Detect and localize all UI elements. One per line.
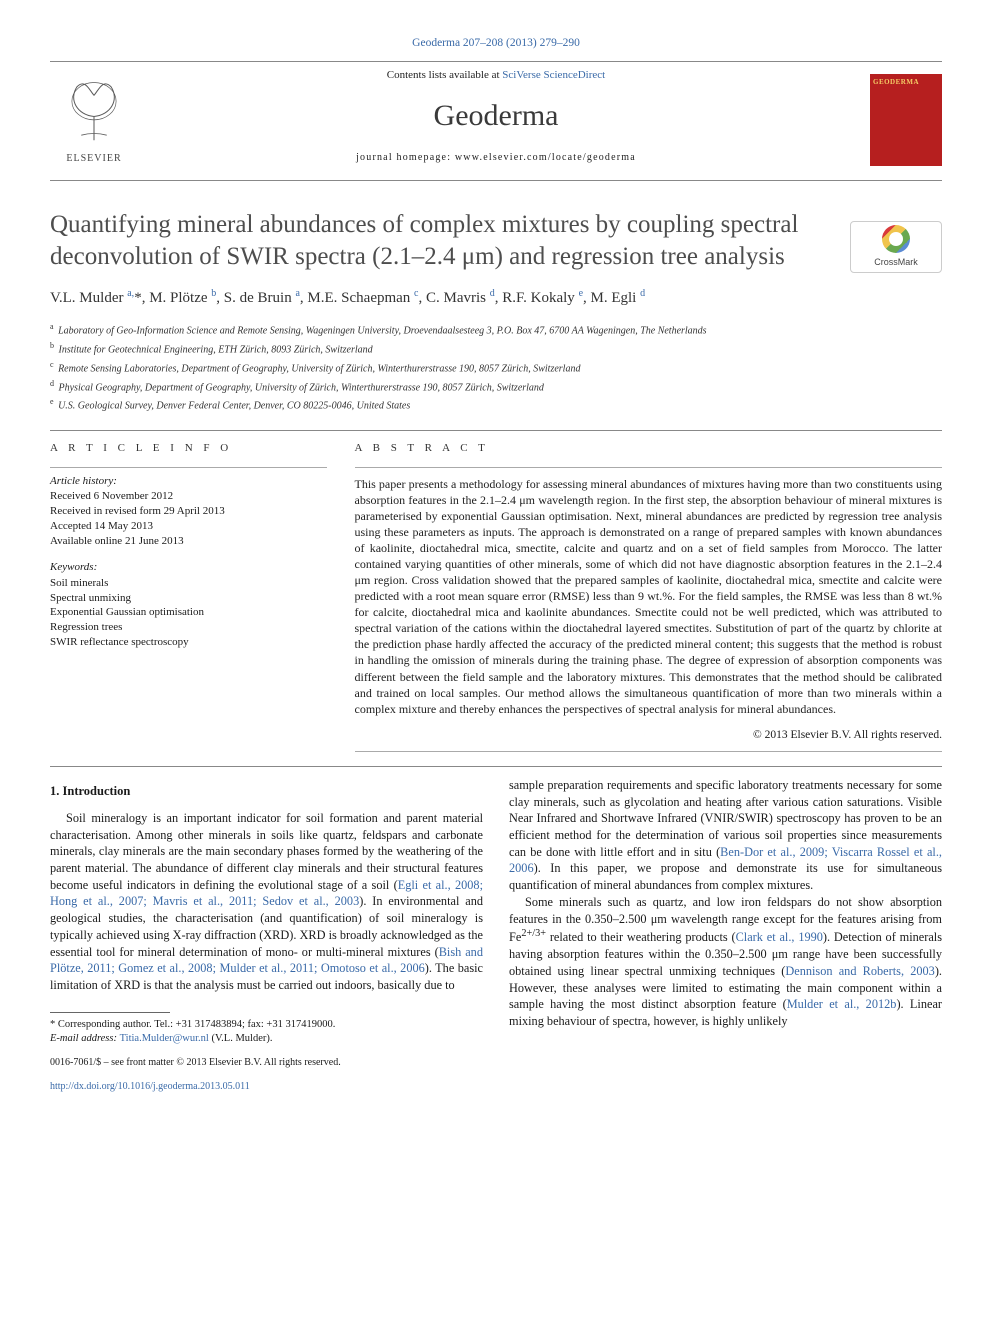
homepage-url[interactable]: www.elsevier.com/locate/geoderma — [455, 152, 636, 163]
homepage-prefix: journal homepage: — [356, 152, 455, 163]
cover-label: GEODERMA — [870, 74, 942, 88]
affiliation: e U.S. Geological Survey, Denver Federal… — [50, 396, 942, 414]
history-item: Received in revised form 29 April 2013 — [50, 504, 327, 519]
keyword: Regression trees — [50, 620, 327, 635]
affiliation: c Remote Sensing Laboratories, Departmen… — [50, 359, 942, 377]
divider — [355, 467, 942, 468]
paragraph: sample preparation requirements and spec… — [509, 777, 942, 894]
column-right: sample preparation requirements and spec… — [509, 777, 942, 1093]
email-line: E-mail address: Titia.Mulder@wur.nl (V.L… — [50, 1032, 483, 1046]
masthead: ELSEVIER Contents lists available at Sci… — [50, 61, 942, 181]
history-item: Accepted 14 May 2013 — [50, 519, 327, 534]
sciencedirect-link[interactable]: SciVerse ScienceDirect — [502, 69, 605, 81]
journal-reference: Geoderma 207–208 (2013) 279–290 — [50, 35, 942, 51]
superscript: 2+/3+ — [521, 928, 546, 939]
contents-prefix: Contents lists available at — [387, 69, 502, 81]
journal-cover-thumb: GEODERMA — [870, 74, 942, 166]
article-info-block: A R T I C L E I N F O Article history: R… — [50, 441, 327, 752]
section-heading: 1. Introduction — [50, 783, 483, 800]
masthead-center: Contents lists available at SciVerse Sci… — [356, 68, 636, 165]
paragraph: Some minerals such as quartz, and low ir… — [509, 894, 942, 1030]
email-label: E-mail address: — [50, 1033, 120, 1044]
keywords-list: Soil mineralsSpectral unmixingExponentia… — [50, 576, 327, 650]
history-list: Received 6 November 2012Received in revi… — [50, 489, 327, 548]
author-list: V.L. Mulder a,*, M. Plötze b, S. de Brui… — [50, 287, 942, 309]
affiliation: d Physical Geography, Department of Geog… — [50, 378, 942, 396]
doi-link[interactable]: http://dx.doi.org/10.1016/j.geoderma.201… — [50, 1080, 483, 1094]
publisher-logo: ELSEVIER — [50, 74, 138, 166]
text: ). In this paper, we propose and demonst… — [509, 861, 942, 892]
keyword: Spectral unmixing — [50, 591, 327, 606]
abstract-text: This paper presents a methodology for as… — [355, 476, 942, 717]
contents-available: Contents lists available at SciVerse Sci… — [356, 68, 636, 83]
affiliation-list: a Laboratory of Geo-Information Science … — [50, 321, 942, 414]
citation-link[interactable]: Dennison and Roberts, 2003 — [785, 964, 934, 978]
column-left: 1. Introduction Soil mineralogy is an im… — [50, 777, 483, 1093]
article-meta-row: A R T I C L E I N F O Article history: R… — [50, 441, 942, 752]
footnote-block: * Corresponding author. Tel.: +31 317483… — [50, 1012, 483, 1093]
divider — [50, 430, 942, 431]
text: related to their weathering products ( — [546, 930, 736, 944]
article-info-head: A R T I C L E I N F O — [50, 441, 327, 456]
divider — [50, 467, 327, 468]
citation-link[interactable]: Mulder et al., 2012b — [787, 997, 897, 1011]
crossmark-icon — [882, 225, 910, 253]
history-label: Article history: — [50, 474, 327, 489]
journal-title: Geoderma — [356, 95, 636, 137]
history-item: Received 6 November 2012 — [50, 489, 327, 504]
keyword: SWIR reflectance spectroscopy — [50, 635, 327, 650]
email-who: (V.L. Mulder). — [209, 1033, 273, 1044]
body-columns: 1. Introduction Soil mineralogy is an im… — [50, 777, 942, 1093]
article-title: Quantifying mineral abundances of comple… — [50, 209, 882, 273]
footnote-rule — [50, 1012, 170, 1013]
affiliation: b Institute for Geotechnical Engineering… — [50, 340, 942, 358]
email-link[interactable]: Titia.Mulder@wur.nl — [120, 1033, 209, 1044]
crossmark-label: CrossMark — [874, 256, 918, 269]
crossmark-badge[interactable]: CrossMark — [850, 221, 942, 273]
abstract-copyright: © 2013 Elsevier B.V. All rights reserved… — [355, 727, 942, 743]
front-matter-line: 0016-7061/$ – see front matter © 2013 El… — [50, 1056, 483, 1070]
abstract-head: A B S T R A C T — [355, 441, 942, 456]
publisher-name: ELSEVIER — [66, 152, 121, 166]
keyword: Exponential Gaussian optimisation — [50, 605, 327, 620]
journal-homepage: journal homepage: www.elsevier.com/locat… — [356, 151, 636, 165]
divider — [355, 751, 942, 752]
affiliation: a Laboratory of Geo-Information Science … — [50, 321, 942, 339]
keywords-label: Keywords: — [50, 560, 327, 575]
history-item: Available online 21 June 2013 — [50, 534, 327, 549]
citation-link[interactable]: Clark et al., 1990 — [736, 930, 823, 944]
corresponding-author: * Corresponding author. Tel.: +31 317483… — [50, 1018, 483, 1032]
divider — [50, 766, 942, 767]
abstract-block: A B S T R A C T This paper presents a me… — [355, 441, 942, 752]
elsevier-tree-icon — [50, 74, 138, 142]
keyword: Soil minerals — [50, 576, 327, 591]
paragraph: Soil mineralogy is an important indicato… — [50, 810, 483, 994]
